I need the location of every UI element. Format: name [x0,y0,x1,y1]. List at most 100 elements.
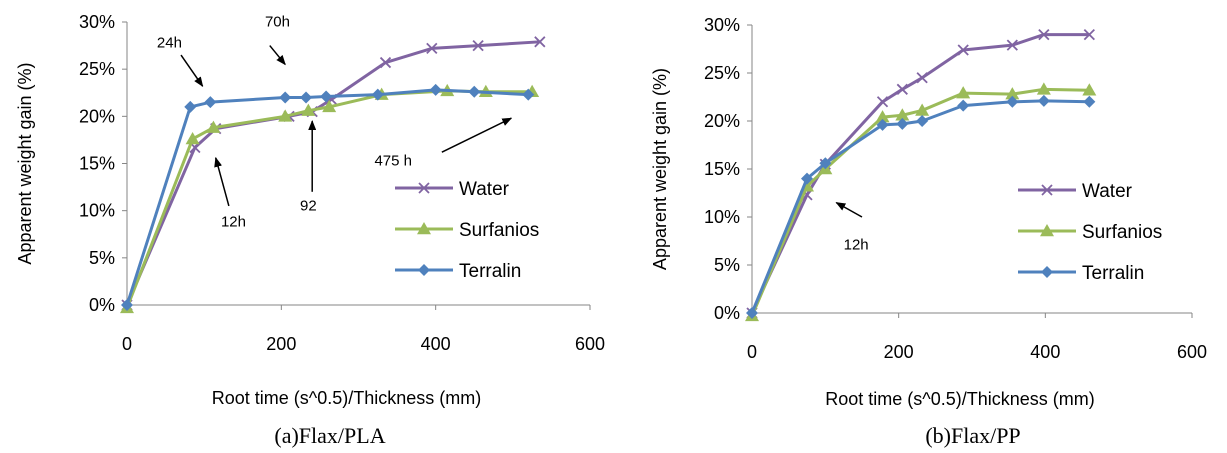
legend-entry-surfanios: Surfanios [395,220,539,241]
data-point [379,56,392,69]
data-point [1005,87,1020,100]
x-axis-label: Root time (s^0.5)/Thickness (mm) [825,389,1095,409]
y-tick-label: 30% [704,15,740,35]
y-tick-label: 5% [89,248,115,268]
data-point [1006,39,1018,51]
y-tick-label: 15% [79,154,115,174]
annotation-arrow [214,156,230,207]
data-point [876,96,889,108]
data-point [875,110,890,123]
legend-entry-surfanios: Surfanios [1018,222,1162,243]
legend-marker [1040,224,1054,237]
data-point [746,307,758,319]
legend-marker [1041,184,1053,196]
annotation-arrow [441,117,513,153]
y-tick-label: 30% [79,12,115,32]
y-tick-label: 20% [704,111,740,131]
x-tick-label: 200 [884,342,914,362]
y-tick-label: 0% [89,295,115,315]
data-point [916,72,928,84]
legend-label: Surfanios [1082,222,1162,243]
data-point [320,90,333,103]
annotation-label: 24h [157,34,182,51]
annotation: 475 h [374,117,513,169]
y-tick-label: 10% [704,207,740,227]
data-point [204,96,217,109]
data-point [1037,94,1050,107]
annotation: 24h [157,34,204,87]
annotation: 12h [214,156,246,231]
legend-label: Water [459,179,510,200]
data-point [121,299,133,311]
y-tick-label: 0% [714,303,740,323]
data-point [957,44,969,56]
annotation-label: 475 h [374,152,412,169]
data-point [896,83,908,95]
legend-label: Terralin [459,261,521,282]
data-point [1083,95,1096,108]
legend-entry-terralin: Terralin [395,261,521,282]
series-surfanios [745,82,1097,322]
legend-marker [1041,266,1053,278]
data-point [184,100,197,113]
legend-entry-water: Water [395,179,510,200]
data-point [206,120,221,133]
x-tick-label: 400 [421,334,451,354]
series-water [121,36,546,311]
data-point [279,91,292,104]
data-point [957,99,970,112]
annotation-label: 12h [221,214,246,231]
y-tick-label: 25% [79,59,115,79]
data-point [819,157,832,170]
annotation: 70h [265,14,290,66]
legend-label: Surfanios [459,220,539,241]
data-point [1083,28,1095,41]
series-water [746,28,1095,319]
legend-entry-water: Water [1018,181,1133,202]
data-point [185,131,200,145]
data-point [1038,28,1050,41]
data-point [956,86,971,99]
data-point [300,91,313,104]
annotation: 12h [835,201,869,254]
data-point [1006,95,1019,108]
y-axis-label: Apparent weight gain (%) [650,68,670,270]
data-point [468,85,481,98]
data-point [371,88,384,101]
data-point [426,42,438,55]
y-axis-label: Apparent weight gain (%) [15,62,35,264]
annotation-arrow [269,45,286,66]
legend-label: Terralin [1082,263,1144,284]
y-tick-label: 10% [79,201,115,221]
data-point [1036,82,1051,95]
legend-marker [418,182,430,194]
legend-marker [417,222,431,235]
legend-marker [418,264,430,276]
annotation-arrow [180,54,204,87]
x-tick-label: 400 [1030,342,1060,362]
y-tick-label: 5% [714,255,740,275]
series-line [750,87,1090,317]
x-tick-label: 0 [122,334,132,354]
data-point [278,109,293,122]
data-point [534,36,546,48]
chart-caption: (b)Flax/PP [925,423,1020,448]
annotation-arrow [835,201,863,218]
series-terralin [746,94,1096,319]
chart-flax-pp: 0% 5% 10% 15% 20% 25% 30% 0 200 400 600 Apparent we… [650,15,1207,448]
data-point [915,103,930,116]
series-line [750,99,1090,314]
chart-flax-pla: 0% 5% 10% 15% 20% 25% 30% 0 200 400 600 Apparent we… [15,12,605,448]
data-point [472,39,484,52]
data-point [895,108,910,121]
series-terralin [121,83,535,311]
data-point [801,172,813,185]
legend-label: Water [1082,181,1133,202]
data-point [522,88,535,101]
data-point [876,118,889,131]
series-line [125,88,529,306]
x-tick-label: 600 [1177,342,1207,362]
annotation-label: 70h [265,14,290,31]
data-point [429,83,442,96]
